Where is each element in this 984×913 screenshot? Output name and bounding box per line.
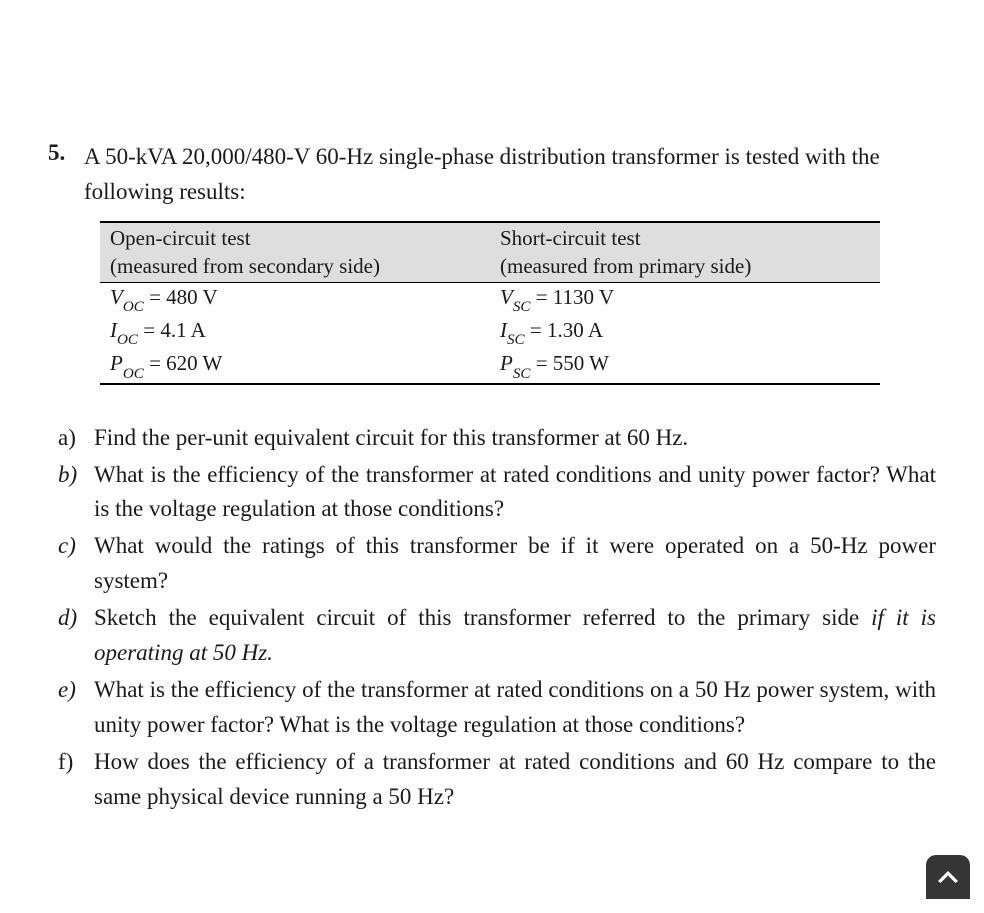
oc-power-cell: POC = 620 W <box>100 349 490 383</box>
sc-header-1: Short-circuit test <box>490 222 880 254</box>
scroll-top-button[interactable] <box>926 855 970 899</box>
oc-current-cell: IOC = 4.1 A <box>100 316 490 349</box>
problem-text: A 50-kVA 20,000/480-V 60-Hz single-phase… <box>84 140 936 209</box>
oc-header-1: Open-circuit test <box>100 222 490 254</box>
subparts-list: a) Find the per-unit equivalent circuit … <box>58 421 936 815</box>
problem-statement: 5. A 50-kVA 20,000/480-V 60-Hz single-ph… <box>48 140 936 209</box>
chevron-up-icon <box>938 871 958 883</box>
part-text-c: What would the ratings of this transform… <box>94 529 936 599</box>
part-b: b) What is the efficiency of the transfo… <box>58 458 936 528</box>
part-text-e: What is the efficiency of the transforme… <box>94 673 936 743</box>
part-e: e) What is the efficiency of the transfo… <box>58 673 936 743</box>
part-text-a: Find the per-unit equivalent circuit for… <box>94 421 688 456</box>
problem-number: 5. <box>48 140 84 166</box>
table-row: IOC = 4.1 A ISC = 1.30 A <box>100 316 880 349</box>
table-row: POC = 620 W PSC = 550 W <box>100 349 880 383</box>
test-results-table: Open-circuit test Short-circuit test (me… <box>100 221 880 385</box>
part-label-c: c) <box>58 529 94 564</box>
part-d: d) Sketch the equivalent circuit of this… <box>58 601 936 671</box>
part-text-b: What is the efficiency of the transforme… <box>94 458 936 528</box>
part-label-f: f) <box>58 745 94 780</box>
part-label-d: d) <box>58 601 94 636</box>
table-header-row: Open-circuit test Short-circuit test <box>100 222 880 254</box>
part-label-b: b) <box>58 458 94 493</box>
part-a: a) Find the per-unit equivalent circuit … <box>58 421 936 456</box>
oc-header-2: (measured from secondary side) <box>100 254 490 283</box>
part-f: f) How does the efficiency of a transfor… <box>58 745 936 815</box>
sc-current-cell: ISC = 1.30 A <box>490 316 880 349</box>
table-header-row: (measured from secondary side) (measured… <box>100 254 880 283</box>
sc-header-2: (measured from primary side) <box>490 254 880 283</box>
part-text-f: How does the efficiency of a transformer… <box>94 745 936 815</box>
test-results-table-wrap: Open-circuit test Short-circuit test (me… <box>100 221 936 385</box>
part-text-d: Sketch the equivalent circuit of this tr… <box>94 601 936 671</box>
oc-voltage-cell: VOC = 480 V <box>100 283 490 317</box>
sc-power-cell: PSC = 550 W <box>490 349 880 383</box>
sc-voltage-cell: VSC = 1130 V <box>490 283 880 317</box>
part-label-e: e) <box>58 673 94 708</box>
table-row: VOC = 480 V VSC = 1130 V <box>100 283 880 317</box>
part-label-a: a) <box>58 421 94 456</box>
part-c: c) What would the ratings of this transf… <box>58 529 936 599</box>
